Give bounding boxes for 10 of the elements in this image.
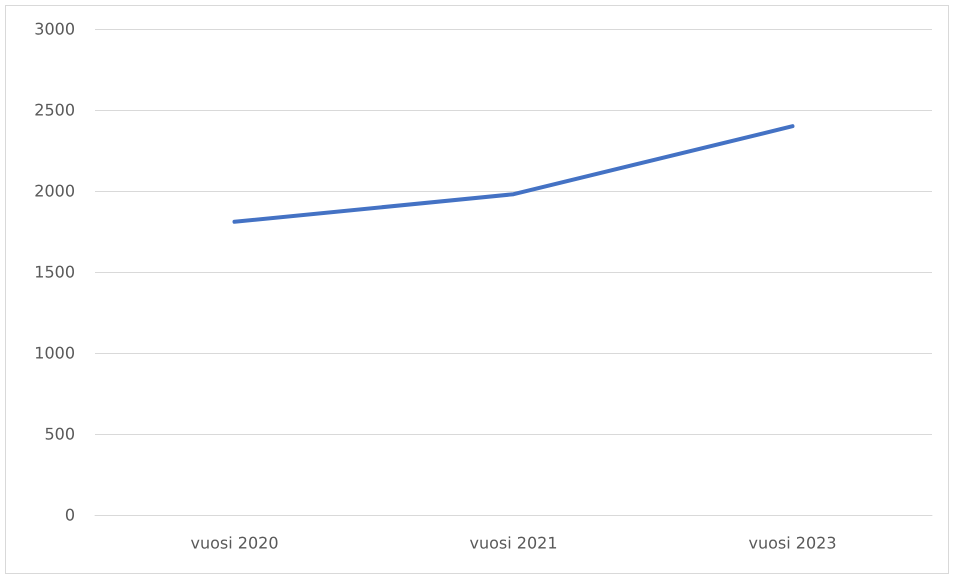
- y-tick-label: 2000: [34, 182, 75, 200]
- y-tick-label: 1000: [34, 344, 75, 362]
- y-tick-label: 500: [44, 424, 75, 444]
- y-tick-label: 0: [64, 506, 75, 524]
- y-tick-label: 3000: [34, 20, 75, 38]
- x-tick-label: vuosi 2021: [470, 534, 558, 552]
- y-tick-label: 2500: [34, 100, 75, 120]
- x-tick-label: vuosi 2023: [748, 534, 836, 552]
- x-tick-label: vuosi 2020: [190, 534, 278, 552]
- y-tick-label: 1500: [34, 262, 75, 282]
